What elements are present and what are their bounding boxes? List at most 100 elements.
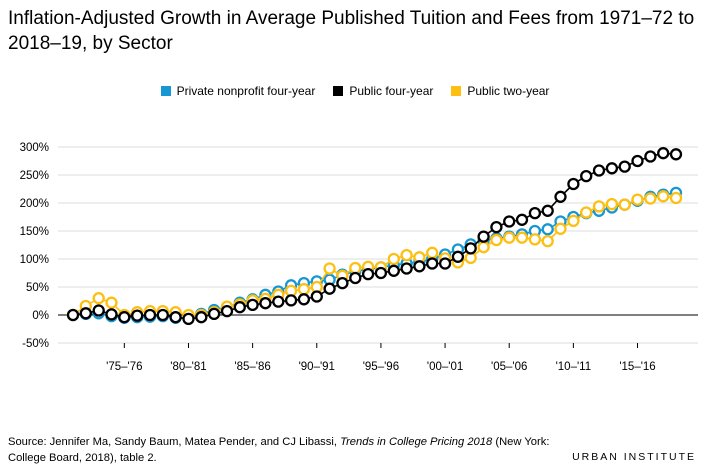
data-point-public2 xyxy=(490,233,503,247)
legend-label-public-four-year: Public four-year xyxy=(349,84,434,98)
y-tick-label: 150% xyxy=(20,226,49,238)
x-tick-label: '95–'96 xyxy=(363,361,399,373)
legend-swatch-public-two-year xyxy=(451,86,462,96)
data-point-public2 xyxy=(503,231,516,244)
data-point-public2 xyxy=(541,234,554,248)
source-prefix: Source: Jennifer Ma, Sandy Baum, Matea P… xyxy=(8,436,341,448)
data-point-public2 xyxy=(477,241,490,254)
y-tick-label: 300% xyxy=(20,142,49,154)
data-point-public4 xyxy=(297,293,311,306)
data-point-public4 xyxy=(451,250,465,263)
data-point-public4 xyxy=(541,204,554,217)
y-tick-label: -50% xyxy=(22,338,49,350)
data-point-public4 xyxy=(490,220,503,234)
source-title: Trends in College Pricing 2018 xyxy=(340,436,493,448)
data-point-public2 xyxy=(387,252,400,266)
x-tick-label: '10–'11 xyxy=(556,361,592,373)
data-point-private xyxy=(541,223,554,236)
data-point-public4 xyxy=(195,311,208,324)
legend-item-public-two-year: Public two-year xyxy=(451,82,549,100)
data-point-public4 xyxy=(413,260,426,273)
data-point-public4 xyxy=(528,206,542,220)
data-point-public4 xyxy=(554,190,567,203)
data-point-public4 xyxy=(272,295,285,308)
data-point-public2 xyxy=(426,246,439,259)
data-point-public2 xyxy=(554,222,567,235)
x-tick-label: '85–'86 xyxy=(234,361,270,373)
data-point-public2 xyxy=(297,283,311,296)
x-tick-label: '80–'81 xyxy=(170,361,206,373)
data-point-public4 xyxy=(66,308,80,322)
data-point-public4 xyxy=(284,294,298,307)
series-public4 xyxy=(66,147,683,326)
data-point-public4 xyxy=(592,164,606,177)
data-point-public4 xyxy=(361,267,375,281)
data-point-public2 xyxy=(657,190,670,203)
data-point-public2 xyxy=(349,261,362,275)
y-tick-label: 250% xyxy=(20,170,49,182)
data-point-public2 xyxy=(92,292,105,305)
data-point-public2 xyxy=(592,200,606,213)
data-point-public4 xyxy=(400,262,413,275)
data-point-public4 xyxy=(310,290,323,303)
data-point-public2 xyxy=(631,193,644,206)
data-point-public4 xyxy=(669,148,683,161)
data-point-public4 xyxy=(464,242,477,255)
data-point-public2 xyxy=(515,231,529,244)
y-tick-label: 0% xyxy=(32,310,49,322)
source-suffix: (New York: College Board, 2018), table 2… xyxy=(8,436,550,464)
data-point-public4 xyxy=(567,177,580,191)
series-public2 xyxy=(66,190,683,322)
data-point-public2 xyxy=(400,248,413,262)
data-point-public2 xyxy=(669,191,683,205)
data-point-public2 xyxy=(567,214,580,228)
legend-item-public-four-year: Public four-year xyxy=(333,82,433,100)
data-point-public2 xyxy=(105,296,118,309)
data-point-public4 xyxy=(169,311,182,324)
data-point-public4 xyxy=(131,309,144,322)
data-point-public4 xyxy=(349,271,362,285)
data-point-public4 xyxy=(515,213,529,226)
source-note: Source: Jennifer Ma, Sandy Baum, Matea P… xyxy=(8,434,578,466)
data-point-public4 xyxy=(477,230,490,243)
data-point-public4 xyxy=(105,308,118,321)
x-tick-label: '05–'06 xyxy=(491,361,527,373)
legend-label-public-two-year: Public two-year xyxy=(467,84,550,98)
data-point-public4 xyxy=(426,257,439,270)
data-point-public2 xyxy=(323,262,336,275)
x-tick-label: '15–'16 xyxy=(619,361,655,373)
x-tick-label: '75–'76 xyxy=(106,361,142,373)
series-layer xyxy=(66,147,683,326)
data-point-public4 xyxy=(631,154,644,168)
chart-title: Inflation-Adjusted Growth in Average Pub… xyxy=(8,8,695,54)
data-point-public2 xyxy=(618,198,631,211)
data-point-public4 xyxy=(79,307,92,320)
legend-label-private-nonprofit: Private nonprofit four-year xyxy=(176,84,316,98)
data-point-public4 xyxy=(233,301,246,314)
legend: Private nonprofit four-year Public four-… xyxy=(0,82,710,100)
data-point-public4 xyxy=(143,308,157,322)
urban-institute-logo: URBAN INSTITUTE xyxy=(572,451,696,463)
axis-layer: -50% 0% 50% 100% 150% 200% 250% 300% '75–'76 '80–… xyxy=(20,142,698,373)
data-point-public2 xyxy=(605,197,619,211)
legend-item-private-nonprofit: Private nonprofit four-year xyxy=(160,82,316,100)
y-tick-label: 200% xyxy=(20,198,49,210)
data-point-public4 xyxy=(92,304,105,317)
y-tick-label: 50% xyxy=(26,282,49,294)
legend-swatch-public-four-year xyxy=(333,86,344,96)
grid-layer xyxy=(58,146,698,344)
data-point-public4 xyxy=(438,257,452,270)
data-point-public4 xyxy=(220,304,234,318)
data-point-public4 xyxy=(182,312,195,326)
x-tick-label: '00–'01 xyxy=(427,361,463,373)
data-point-public4 xyxy=(323,282,336,295)
data-point-public4 xyxy=(618,160,631,173)
data-point-public2 xyxy=(644,192,657,205)
data-point-public2 xyxy=(580,206,593,219)
data-point-public4 xyxy=(118,311,131,324)
data-point-public4 xyxy=(259,297,272,310)
data-point-public4 xyxy=(657,147,670,160)
y-tick-label: 100% xyxy=(20,254,49,266)
data-point-public4 xyxy=(503,215,516,228)
